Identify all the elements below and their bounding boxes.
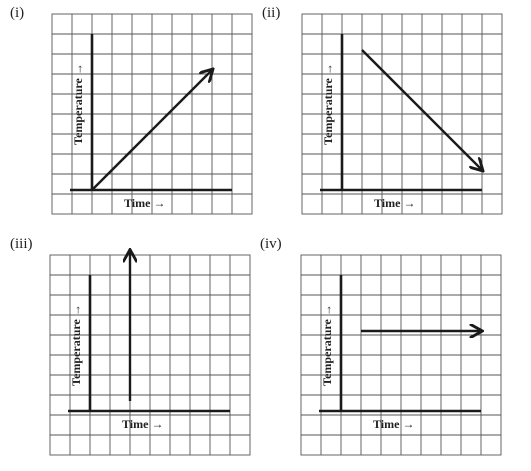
panel-label: (i) [10, 5, 24, 21]
x-axis-label: Time → [122, 417, 163, 431]
panel-label: (iii) [10, 236, 33, 252]
y-axis-label: Temperature → [71, 63, 85, 145]
series-arrow-1 [361, 49, 482, 170]
panel-label: (iv) [260, 236, 282, 252]
x-axis-label: Time → [373, 417, 414, 431]
x-axis-label: Time → [374, 196, 415, 210]
graph-panel-1: (i) Time → Temperature → [10, 5, 253, 215]
graph-panel-2: (ii) Time → Temperature → [262, 5, 503, 215]
y-axis-label: Temperature → [320, 304, 334, 386]
graph-panel-4: (iv) Time → Temperature → [260, 236, 502, 456]
y-axis-label: Temperature → [69, 304, 83, 386]
graph-panel-3: (iii) Time → Temperature → [10, 236, 251, 456]
panel-label: (ii) [262, 5, 280, 21]
x-axis-label: Time → [124, 196, 165, 210]
grid [300, 254, 502, 456]
grid [51, 13, 253, 215]
grid [301, 13, 503, 215]
y-axis-label: Temperature → [321, 63, 335, 145]
series-arrow-1 [91, 70, 212, 191]
